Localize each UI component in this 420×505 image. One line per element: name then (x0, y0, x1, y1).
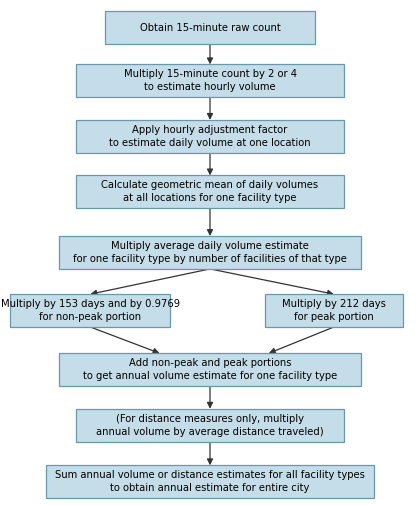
Text: Apply hourly adjustment factor
to estimate daily volume at one location: Apply hourly adjustment factor to estima… (109, 125, 311, 148)
Text: Obtain 15-minute raw count: Obtain 15-minute raw count (139, 23, 281, 33)
FancyBboxPatch shape (59, 236, 361, 269)
Text: Add non-peak and peak portions
to get annual volume estimate for one facility ty: Add non-peak and peak portions to get an… (83, 358, 337, 381)
FancyBboxPatch shape (76, 64, 344, 97)
Text: Sum annual volume or distance estimates for all facility types
to obtain annual : Sum annual volume or distance estimates … (55, 470, 365, 493)
FancyBboxPatch shape (76, 175, 344, 208)
FancyBboxPatch shape (76, 120, 344, 153)
Text: Multiply by 212 days
for peak portion: Multiply by 212 days for peak portion (282, 299, 386, 322)
Text: Multiply average daily volume estimate
for one facility type by number of facili: Multiply average daily volume estimate f… (73, 241, 347, 264)
Text: Multiply by 153 days and by 0.9769
for non-peak portion: Multiply by 153 days and by 0.9769 for n… (1, 299, 180, 322)
Text: (For distance measures only, multiply
annual volume by average distance traveled: (For distance measures only, multiply an… (96, 414, 324, 437)
FancyBboxPatch shape (59, 354, 361, 386)
FancyBboxPatch shape (105, 11, 315, 44)
FancyBboxPatch shape (10, 294, 170, 327)
FancyBboxPatch shape (265, 294, 403, 327)
Text: Multiply 15-minute count by 2 or 4
to estimate hourly volume: Multiply 15-minute count by 2 or 4 to es… (123, 69, 297, 92)
FancyBboxPatch shape (46, 466, 374, 498)
FancyBboxPatch shape (76, 409, 344, 441)
Text: Calculate geometric mean of daily volumes
at all locations for one facility type: Calculate geometric mean of daily volume… (102, 180, 318, 204)
